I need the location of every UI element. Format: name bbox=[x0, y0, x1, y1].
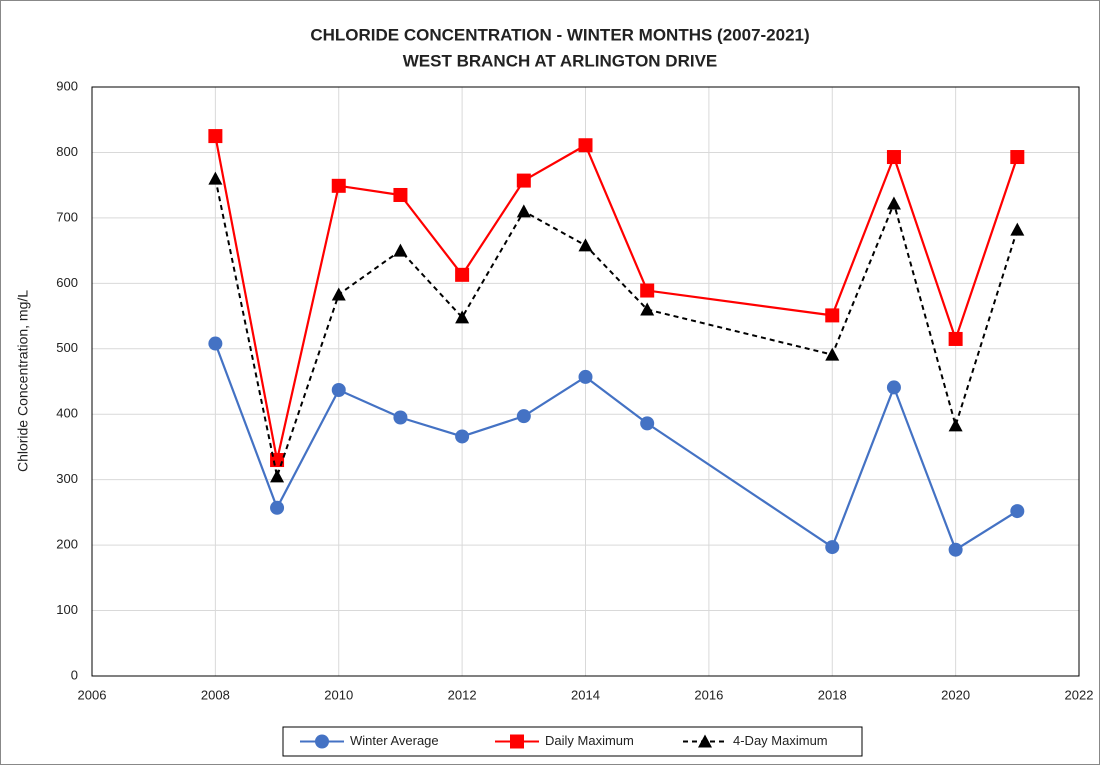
chart-subtitle: WEST BRANCH AT ARLINGTON DRIVE bbox=[403, 51, 718, 70]
legend-label: Winter Average bbox=[350, 733, 439, 748]
marker bbox=[208, 336, 223, 351]
marker bbox=[455, 267, 470, 282]
y-tick-label: 700 bbox=[56, 209, 78, 224]
x-tick-label: 2022 bbox=[1065, 687, 1094, 702]
legend-box bbox=[282, 726, 863, 757]
marker bbox=[578, 138, 593, 153]
y-tick-label: 200 bbox=[56, 537, 78, 552]
y-tick-label: 600 bbox=[56, 275, 78, 290]
y-tick-label: 0 bbox=[71, 667, 78, 682]
x-tick-label: 2016 bbox=[694, 687, 723, 702]
marker bbox=[315, 734, 329, 749]
legend-label: Daily Maximum bbox=[545, 733, 634, 748]
marker bbox=[516, 173, 531, 188]
series-line bbox=[214, 343, 1018, 552]
marker bbox=[393, 243, 408, 257]
x-tick-label: 2008 bbox=[201, 687, 230, 702]
marker bbox=[1010, 222, 1025, 236]
y-axis-label: Chloride Concentration, mg/L bbox=[15, 290, 31, 472]
marker bbox=[640, 302, 655, 316]
chart-title: CHLORIDE CONCENTRATION - WINTER MONTHS (… bbox=[310, 25, 809, 44]
marker bbox=[455, 310, 470, 324]
y-tick-label: 100 bbox=[56, 602, 78, 617]
marker bbox=[516, 409, 531, 424]
marker bbox=[1010, 150, 1025, 165]
x-tick-label: 2010 bbox=[324, 687, 353, 702]
marker bbox=[331, 178, 346, 193]
marker bbox=[948, 331, 963, 346]
y-tick-label: 300 bbox=[56, 471, 78, 486]
marker bbox=[825, 347, 840, 361]
marker bbox=[393, 187, 408, 202]
marker bbox=[825, 308, 840, 323]
marker bbox=[640, 283, 655, 298]
marker bbox=[455, 429, 470, 444]
x-tick-label: 2006 bbox=[78, 687, 107, 702]
series-line bbox=[214, 178, 1019, 481]
y-tick-label: 800 bbox=[56, 144, 78, 159]
x-tick-label: 2014 bbox=[571, 687, 600, 702]
marker bbox=[640, 416, 655, 431]
marker bbox=[270, 500, 285, 515]
marker bbox=[393, 410, 408, 425]
marker bbox=[698, 734, 712, 748]
x-tick-label: 2020 bbox=[941, 687, 970, 702]
marker bbox=[886, 380, 901, 395]
marker bbox=[270, 469, 285, 483]
plot-border bbox=[91, 86, 1080, 677]
marker bbox=[208, 171, 223, 185]
marker bbox=[1010, 504, 1025, 519]
y-tick-label: 400 bbox=[56, 406, 78, 421]
marker bbox=[948, 418, 963, 432]
series-line bbox=[214, 135, 1019, 461]
marker bbox=[331, 287, 346, 301]
marker bbox=[578, 369, 593, 384]
marker bbox=[886, 196, 901, 210]
y-tick-label: 500 bbox=[56, 340, 78, 355]
marker bbox=[510, 734, 524, 749]
marker bbox=[886, 150, 901, 165]
marker bbox=[208, 129, 223, 144]
y-tick-label: 900 bbox=[56, 78, 78, 93]
marker bbox=[331, 383, 346, 398]
marker bbox=[948, 542, 963, 557]
marker bbox=[578, 238, 593, 252]
marker bbox=[516, 204, 531, 218]
legend-label: 4-Day Maximum bbox=[733, 733, 828, 748]
marker bbox=[825, 540, 840, 555]
x-tick-label: 2012 bbox=[448, 687, 477, 702]
x-tick-label: 2018 bbox=[818, 687, 847, 702]
